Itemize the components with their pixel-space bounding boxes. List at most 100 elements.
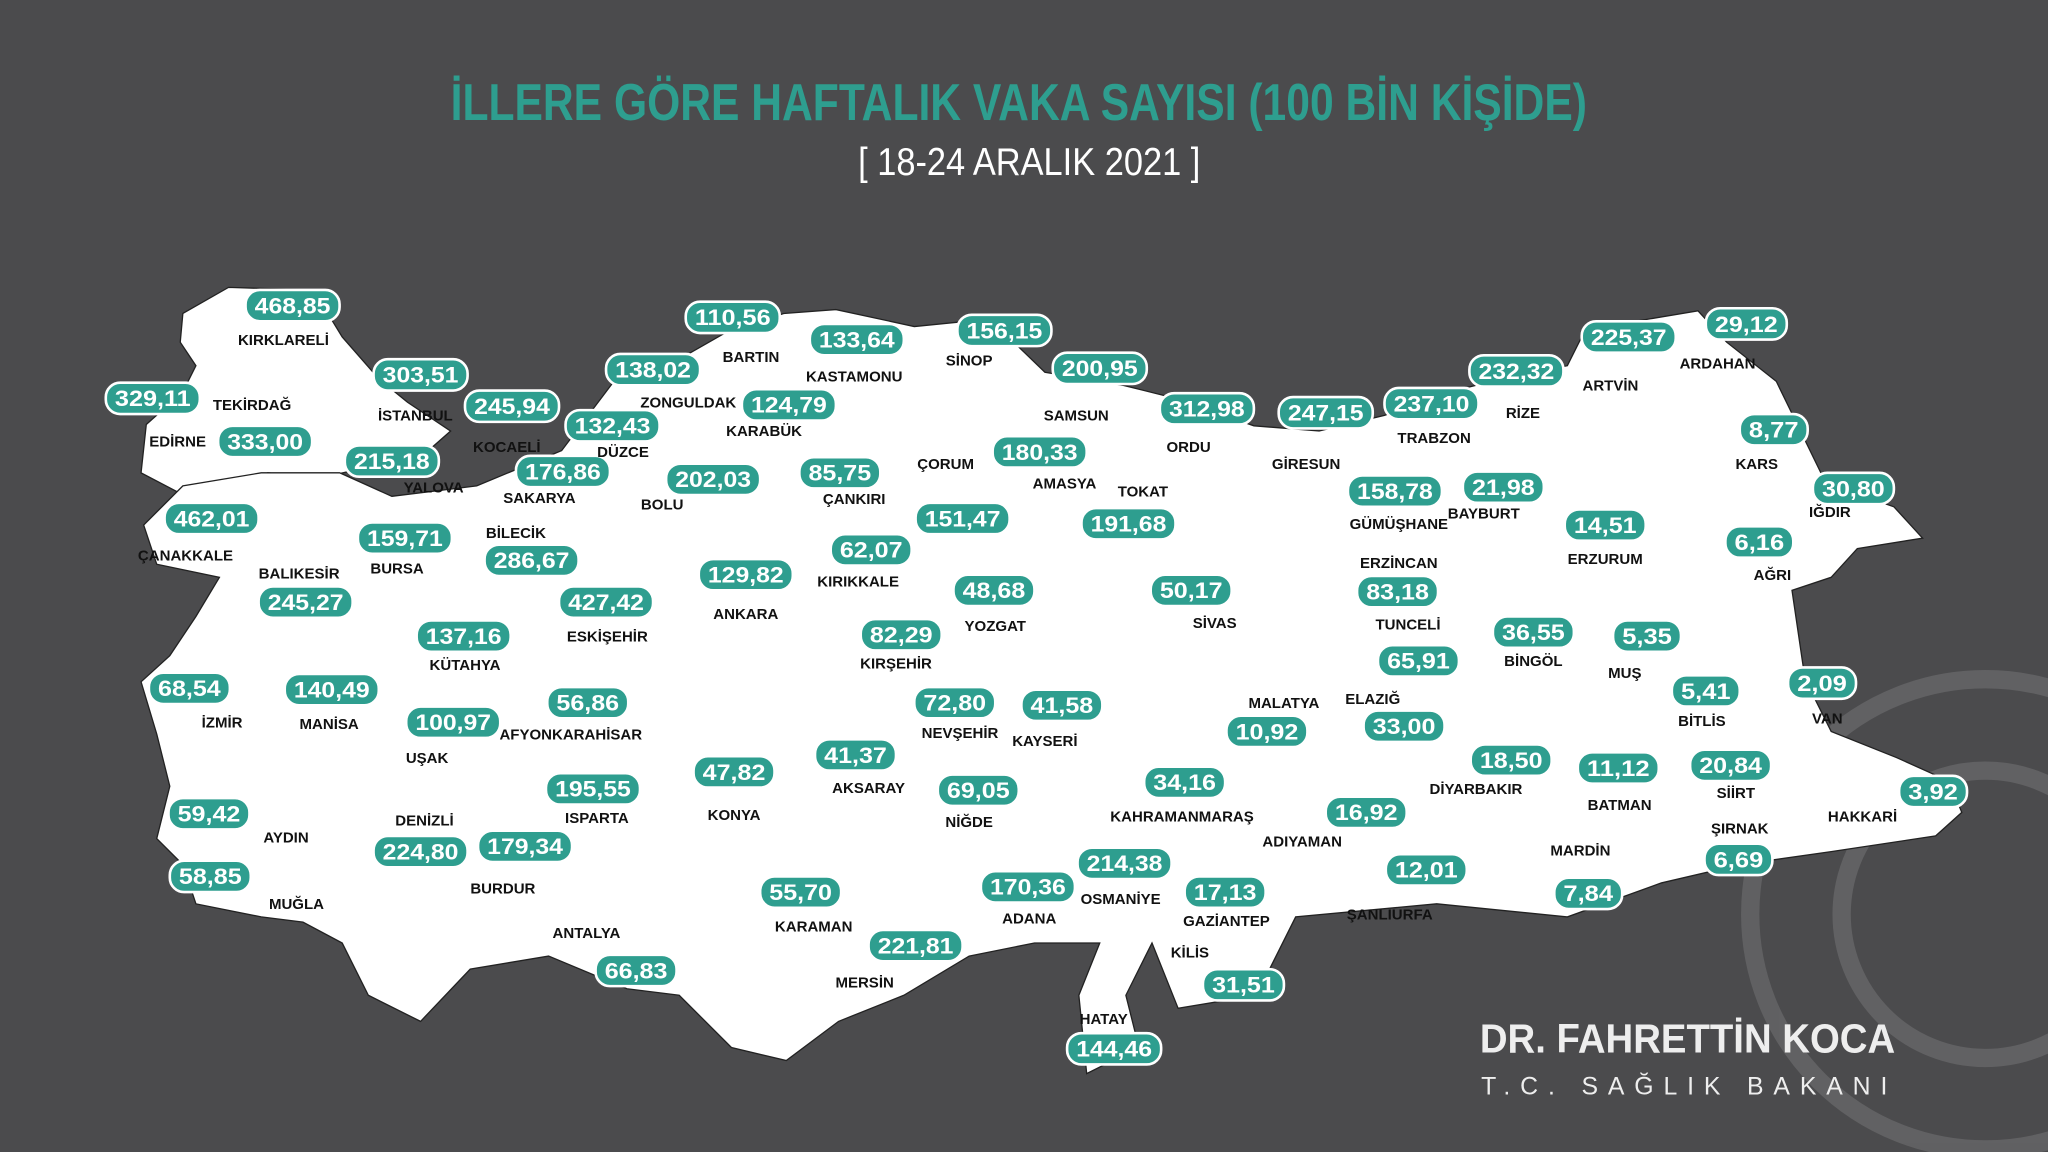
case-rate-value: 34,16 [1153,770,1216,795]
case-rate-value: 214,38 [1087,851,1163,876]
value-pill [1183,875,1267,910]
province-76: DENİZLİ 224,80 [372,812,469,869]
value-pill [1225,714,1309,749]
province-44: MALATYA 10,92 [1225,695,1320,749]
province-7: BALIKESİR 245,27 [257,566,354,620]
case-rate-value: 191,68 [1091,512,1167,537]
province-name: DENİZLİ [395,812,453,829]
case-rate-value: 224,80 [383,839,459,864]
province-33: MUŞ 5,35 [1608,619,1683,682]
province-name: ESKİŞEHİR [567,628,648,645]
value-pill [1149,573,1233,608]
province-name: ELAZIĞ [1345,690,1400,708]
value-pill [514,454,612,489]
province-37: BATMAN 11,12 [1576,751,1661,814]
province-name: ADANA [1002,910,1056,927]
value-pill [859,617,944,652]
province-name: KAHRAMANMARAŞ [1110,809,1253,826]
value-pill [372,357,469,392]
value-pill [1552,876,1624,911]
province-8: BURSA 159,71 [356,521,454,577]
province-name: MANİSA [300,716,359,733]
value-pill [1020,688,1104,723]
province-12: BARTIN 110,56 [684,300,782,366]
case-rate-value: 225,37 [1591,325,1667,350]
province-name: AYDIN [263,829,308,846]
value-pill [914,501,1011,536]
value-pill [557,585,655,620]
case-rate-value: 36,55 [1502,620,1565,645]
value-pill [1704,306,1789,341]
province-31: ELAZIĞ 33,00 [1345,690,1446,744]
province-name: IĞDIR [1809,503,1851,521]
case-rate-value: 68,54 [158,676,221,701]
province-name: KIRKLARELİ [238,332,329,349]
value-pill [1491,615,1576,650]
province-name: DÜZCE [597,444,649,461]
province-36: SİİRT 20,84 [1688,748,1773,802]
province-name: İZMİR [202,715,243,732]
case-rate-value: 132,43 [575,414,651,439]
province-name: SİVAS [1193,615,1237,632]
province-name: ANTALYA [553,925,621,942]
case-rate-value: 140,49 [294,677,370,702]
value-pill [912,685,997,720]
province-name: EDİRNE [149,434,206,451]
province-61: ÇANKIRI 85,75 [798,455,886,508]
value-pill [991,434,1088,469]
value-pill [343,444,441,479]
value-pill [829,532,913,567]
province-27: BAYBURT 21,98 [1448,470,1546,523]
province-name: KASTAMONU [806,368,902,385]
province-name: BARTIN [723,349,780,366]
case-rate-value: 303,51 [383,363,459,388]
province-name: MERSİN [835,974,893,991]
case-rate-value: 312,98 [1169,397,1245,422]
case-rate-value: 8,77 [1749,418,1799,443]
value-pill [604,352,702,387]
province-name: TRABZON [1397,430,1470,447]
case-rate-value: 56,86 [556,691,619,716]
value-pill [1376,643,1461,678]
province-45: KAHRAMANMARAŞ 34,16 [1110,765,1254,826]
case-rate-value: 144,46 [1076,1037,1152,1062]
province-name: HAKKARİ [1828,809,1897,826]
value-pill [952,573,1036,608]
province-13: KARABÜK 124,79 [726,387,838,440]
province-name: ÇANKIRI [823,491,886,508]
province-name: İSTANBUL [378,408,453,425]
province-labels: KIRKLARELİ 468,85 EDİRNE 329,11 TEKİRDAĞ 333,… [104,288,1969,1066]
province-name: ARDAHAN [1680,355,1756,372]
case-rate-value: 55,70 [769,880,832,905]
case-rate-value: 110,56 [695,305,771,330]
case-rate-value: 69,05 [947,778,1010,803]
value-pill [1703,842,1774,877]
value-pill [1362,709,1446,744]
case-rate-value: 215,18 [354,449,430,474]
value-pill [283,672,381,707]
province-57: KIRŞEHİR 82,29 [859,617,944,673]
province-name: BOLU [641,496,684,513]
province-name: UŞAK [406,750,449,767]
case-rate-value: 180,33 [1002,440,1078,465]
case-rate-value: 176,86 [525,459,601,484]
case-rate-value: 11,12 [1587,756,1650,781]
signature-name: DR. FAHRETTİN KOCA [1480,1016,1895,1062]
province-name: KONYA [708,807,761,824]
province-name: BİNGÖL [1504,653,1562,670]
province-19: TRABZON 237,10 [1383,386,1480,447]
case-rate-value: 83,18 [1366,580,1429,605]
province-24: IĞDIR 30,80 [1809,471,1896,521]
province-43: ADIYAMAN 16,92 [1262,795,1408,850]
province-51: MERSİN 221,81 [835,928,964,991]
value-pill [1688,748,1773,783]
province-4: KOCAELİ 245,94 [463,389,561,456]
case-rate-value: 48,68 [963,578,1026,603]
province-56: KAYSERİ 41,58 [1012,688,1104,750]
case-rate-value: 31,51 [1212,973,1275,998]
province-name: KARS [1735,456,1778,473]
value-pill [483,543,580,578]
province-38: HAKKARİ 3,92 [1828,774,1969,826]
case-rate-value: 179,34 [487,834,563,859]
value-pill [1355,574,1440,609]
